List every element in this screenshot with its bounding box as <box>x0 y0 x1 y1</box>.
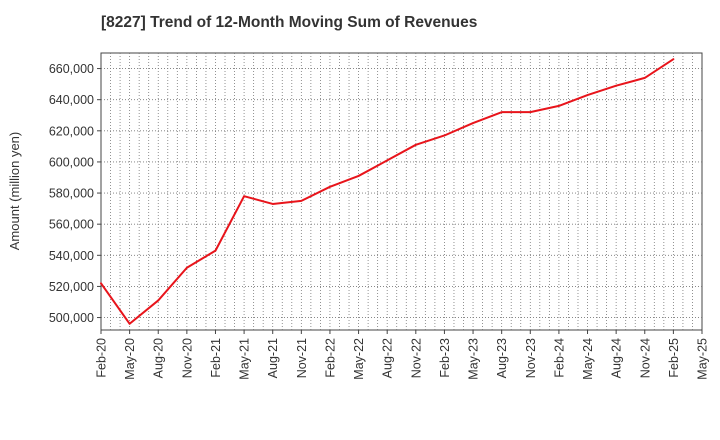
x-tick-label: May-22 <box>352 338 366 380</box>
plot-area-frame <box>100 52 703 331</box>
x-tick-label: Aug-21 <box>266 338 280 378</box>
series-line <box>100 58 675 325</box>
x-tick-label: May-23 <box>467 338 481 380</box>
x-tick-label: Feb-24 <box>552 338 566 378</box>
x-tick-label: Feb-22 <box>323 338 337 378</box>
y-tick-label: 660,000 <box>49 62 94 76</box>
grid-layer <box>101 53 702 330</box>
x-tick-label: Aug-20 <box>152 338 166 378</box>
y-tick-label: 600,000 <box>49 155 94 169</box>
x-tick-label: Nov-23 <box>524 338 538 378</box>
chart-title: [8227] Trend of 12-Month Moving Sum of R… <box>101 14 478 31</box>
y-tick-layer: 500,000 520,000 540,000 560,000 580,000 600,0… <box>49 62 101 325</box>
y-tick-label: 500,000 <box>49 311 94 325</box>
x-tick-label: Aug-22 <box>381 338 395 378</box>
y-tick-label: 640,000 <box>49 93 94 107</box>
series-layer <box>100 58 675 325</box>
x-tick-layer: Feb-20 May-20 Aug-20 Nov-20 Feb-21 May-21 Aug-… <box>95 330 710 380</box>
x-tick-label: Aug-24 <box>610 338 624 378</box>
x-tick-label: Nov-22 <box>409 338 423 378</box>
x-tick-label: Nov-24 <box>638 338 652 378</box>
x-tick-label: Feb-25 <box>667 338 681 378</box>
x-tick-label: Nov-21 <box>295 338 309 378</box>
x-tick-label: Feb-20 <box>95 338 109 378</box>
x-tick-label: May-20 <box>123 338 137 380</box>
x-tick-label: May-21 <box>238 338 252 380</box>
y-tick-label: 580,000 <box>49 187 94 201</box>
y-tick-label: 520,000 <box>49 280 94 294</box>
x-tick-label: May-25 <box>696 338 710 380</box>
y-tick-label: 560,000 <box>49 218 94 232</box>
y-tick-label: 540,000 <box>49 249 94 263</box>
x-tick-label: May-24 <box>581 338 595 380</box>
x-tick-label: Feb-21 <box>209 338 223 378</box>
y-axis-label: Amount (million yen) <box>7 132 22 251</box>
x-tick-label: Aug-23 <box>495 338 509 378</box>
x-tick-label: Nov-20 <box>180 338 194 378</box>
y-tick-label: 620,000 <box>49 124 94 138</box>
x-tick-label: Feb-23 <box>438 338 452 378</box>
